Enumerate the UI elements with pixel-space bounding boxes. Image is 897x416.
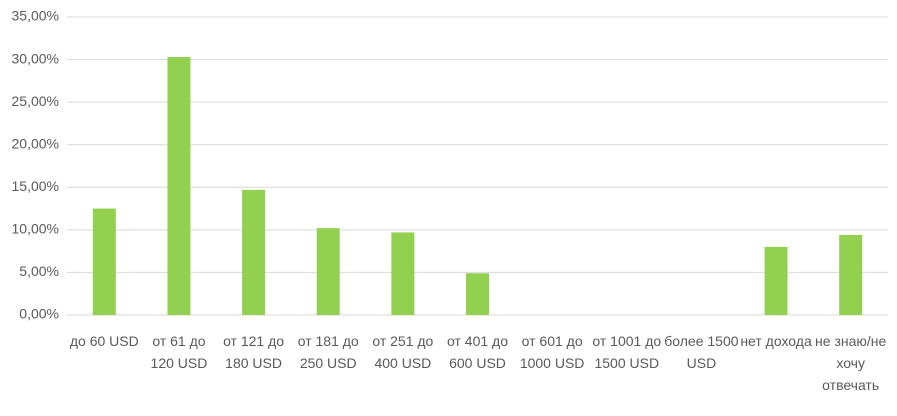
y-tick-label: 20,00% <box>12 135 59 151</box>
y-tick-label: 10,00% <box>12 221 59 237</box>
x-tick-label: от 61 до 120 USD <box>150 333 208 371</box>
y-tick-label: 5,00% <box>19 263 59 279</box>
y-tick-label: 25,00% <box>12 93 59 109</box>
x-tick-label: более 1500 USD <box>664 333 739 371</box>
x-tick-label: от 251 до 400 USD <box>372 333 434 371</box>
y-tick-label: 35,00% <box>12 8 59 24</box>
bar <box>764 246 788 315</box>
y-tick-label: 15,00% <box>12 178 59 194</box>
bar <box>92 208 116 315</box>
y-tick-label: 30,00% <box>12 50 59 66</box>
bar <box>466 273 489 315</box>
y-tick-label: 0,00% <box>19 306 59 322</box>
x-tick-label: от 181 до 250 USD <box>297 333 359 371</box>
bar <box>167 57 191 315</box>
bar <box>316 228 340 315</box>
x-tick-label: до 60 USD <box>69 333 139 349</box>
x-tick-label: от 601 до 1000 USD <box>519 333 585 371</box>
x-tick-label: не знаю/не хочу отвечать <box>815 333 887 393</box>
bar <box>391 232 415 315</box>
bar <box>242 189 266 315</box>
x-tick-label: от 121 до 180 USD <box>223 333 285 371</box>
x-tick-label: от 1001 до 1500 USD <box>592 333 662 371</box>
bar <box>839 234 863 315</box>
x-tick-label: от 401 до 600 USD <box>447 333 508 371</box>
x-tick-label: нет дохода <box>740 333 812 349</box>
